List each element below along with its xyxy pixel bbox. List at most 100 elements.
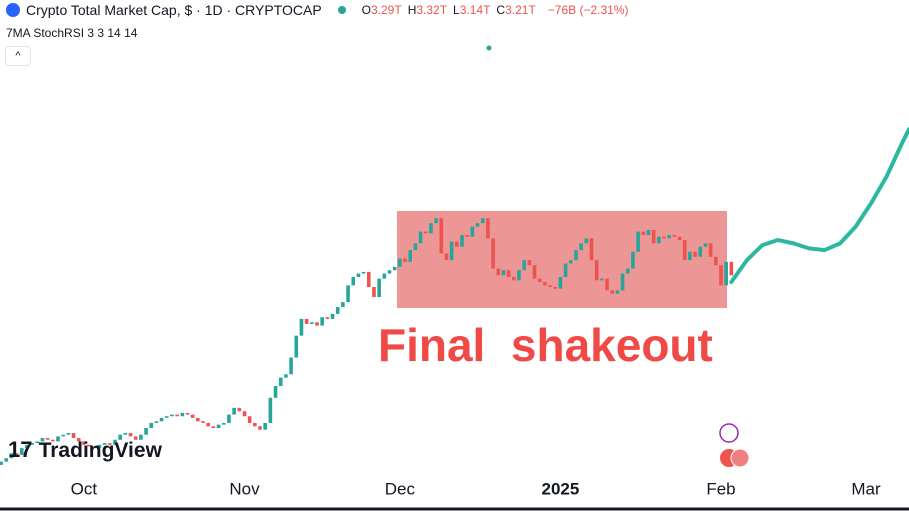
ohlc-value: 3.14T: [459, 3, 491, 17]
candle-body: [584, 238, 589, 244]
candle-body: [30, 443, 34, 445]
candle-body: [289, 357, 293, 375]
candle-body: [113, 439, 117, 445]
candle-body: [615, 290, 620, 294]
candle-body: [263, 422, 267, 430]
candle-body: [480, 218, 485, 224]
candle-body: [605, 278, 609, 291]
candle-body: [439, 218, 444, 254]
candle-body: [76, 438, 81, 442]
candle-body: [4, 458, 9, 462]
candle-body: [470, 226, 475, 237]
candle-body: [19, 448, 24, 455]
candle-body: [221, 422, 226, 425]
candle-body: [594, 260, 599, 281]
candle-body: [118, 434, 122, 440]
candle-body: [667, 234, 671, 239]
candle-body: [284, 374, 288, 378]
candle-body: [512, 276, 516, 281]
candle-body: [532, 265, 537, 279]
ohlc-value: 3.32T: [416, 3, 448, 17]
header: Crypto Total Market Cap, $ · 1D · CRYPTO…: [6, 2, 629, 18]
candle-body: [149, 422, 154, 429]
candle-body: [102, 443, 107, 445]
candle-body: [51, 439, 55, 442]
candle-body: [646, 229, 651, 235]
candle-body: [71, 433, 76, 439]
candle-body: [636, 231, 640, 252]
candle-body: [14, 453, 19, 455]
candle-body: [45, 438, 50, 440]
candle-body: [657, 236, 661, 244]
candle-body: [87, 444, 91, 447]
candle-body: [708, 243, 713, 257]
candle-body: [517, 270, 521, 281]
candle-body: [180, 412, 185, 417]
candle-body: [568, 260, 573, 264]
candle-body: [201, 421, 205, 423]
ohlc-label: H: [407, 3, 417, 17]
candle-body: [133, 436, 138, 440]
candle-body: [703, 243, 708, 247]
candle-body: [128, 433, 133, 437]
candle-body: [625, 268, 630, 274]
ohlc-label: C: [496, 3, 506, 17]
candle-body: [25, 444, 29, 449]
candle-body: [558, 276, 563, 289]
candle-body: [392, 266, 397, 271]
collapse-button[interactable]: ^: [5, 46, 31, 66]
candle-body: [123, 433, 128, 435]
ohlc-label: L: [453, 3, 460, 17]
candle-body: [729, 261, 734, 276]
candle-body: [672, 234, 677, 237]
candle-body: [413, 243, 418, 251]
candle-body: [698, 246, 703, 257]
candle-body: [351, 276, 356, 286]
candle-body: [361, 271, 366, 274]
title: Crypto Total Market Cap, $ · 1D · CRYPTO…: [26, 2, 322, 18]
candle-body: [232, 407, 236, 415]
candle-body: [227, 414, 231, 423]
candle-body: [144, 428, 148, 435]
candle-body: [159, 417, 164, 422]
candle-body: [465, 234, 469, 237]
candle-body: [408, 250, 413, 262]
candle-body: [600, 278, 604, 281]
candle-body: [206, 422, 211, 427]
candle-body: [382, 273, 387, 279]
candle-body: [356, 273, 361, 277]
candle-body: [330, 313, 335, 319]
candle-body: [460, 234, 464, 247]
watermark-text: TradingView: [38, 439, 162, 462]
candle-body: [418, 231, 423, 244]
candle-body: [61, 434, 65, 437]
candle-body: [651, 229, 656, 244]
candle-body: [496, 268, 501, 276]
event-icon[interactable]: [730, 448, 750, 468]
candle-body: [341, 302, 345, 308]
event-icon[interactable]: [719, 423, 739, 443]
candle-body: [537, 278, 542, 282]
candle-body: [247, 416, 252, 423]
ohlc-value: 3.21T: [505, 3, 536, 17]
candle-body: [196, 417, 200, 422]
candle-body: [543, 281, 547, 286]
candle-body: [398, 258, 402, 267]
candle-body: [563, 263, 568, 277]
candle-body: [475, 223, 480, 227]
candle-body: [719, 265, 723, 286]
candle-body: [154, 421, 159, 423]
x-tick-label: Oct: [71, 479, 98, 498]
candle-body: [714, 256, 718, 266]
candle-body: [522, 260, 526, 271]
status-dot: [337, 6, 346, 14]
candle-body: [278, 377, 283, 387]
candle-body: [253, 422, 257, 427]
candle-body: [589, 238, 594, 261]
watermark: 17 TradingView: [8, 437, 162, 462]
candle-body: [641, 231, 646, 235]
candle-body: [693, 251, 697, 257]
candle-body: [237, 407, 242, 412]
candle-body: [377, 278, 381, 298]
